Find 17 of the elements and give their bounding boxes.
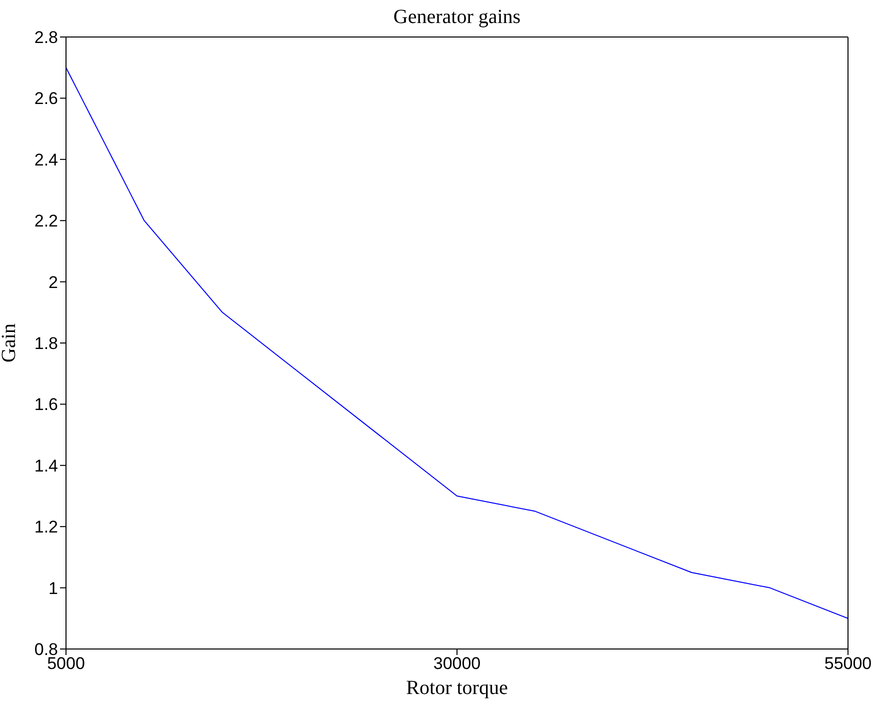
y-tick-label: 1.4	[34, 456, 58, 476]
y-tick-label: 2.2	[34, 212, 58, 231]
y-tick-label: 2.4	[34, 150, 58, 170]
y-tick-label: 2.6	[34, 89, 58, 108]
y-tick-label: 2.8	[34, 28, 58, 48]
x-axis-title: Rotor torque	[406, 677, 508, 699]
line-series	[66, 67, 848, 619]
y-tick-label: 1.8	[34, 334, 58, 354]
y-tick-label: 2	[48, 272, 58, 292]
chart-title: Generator gains	[392, 6, 522, 29]
x-tick-label: 55000	[824, 654, 872, 674]
x-tick-label: 5000	[47, 654, 85, 674]
y-tick-label: 1	[48, 578, 58, 598]
x-tick-label: 30000	[433, 654, 481, 674]
y-tick-label: 1.2	[34, 518, 58, 537]
y-tick-label: 1.6	[34, 395, 58, 414]
y-axis-title: Gain	[0, 324, 20, 362]
